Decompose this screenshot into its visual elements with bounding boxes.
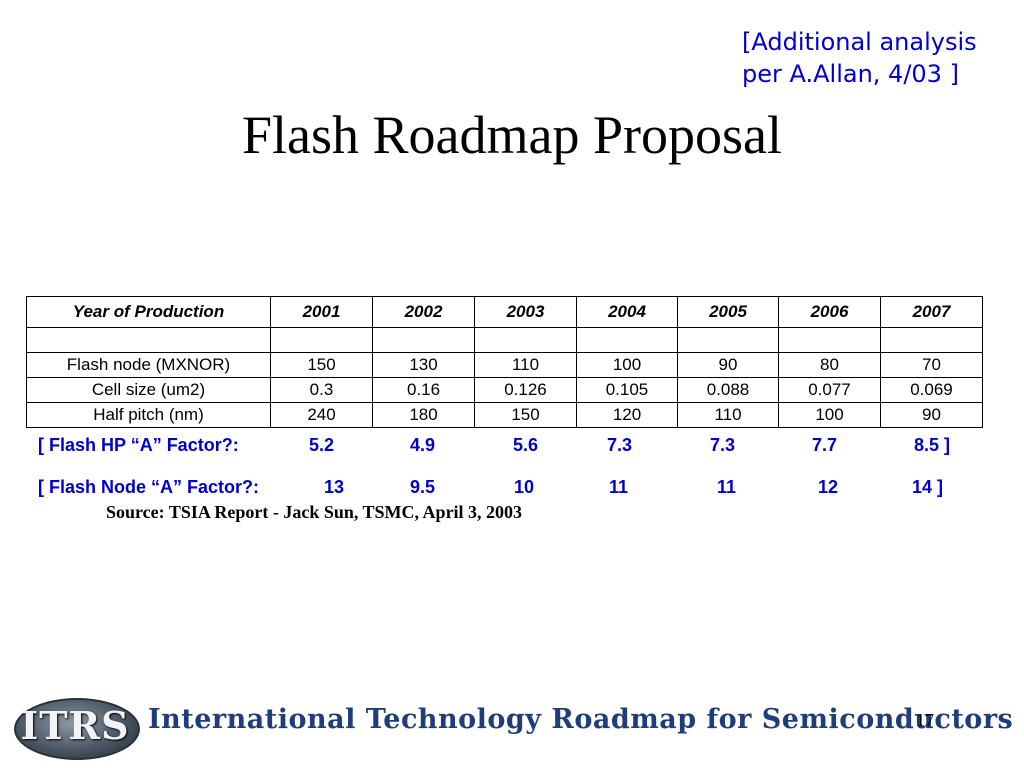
footer-title: International Technology Roadmap for Sem…	[148, 704, 1014, 735]
year-header: 2001	[270, 296, 373, 328]
factor-value: 10	[514, 477, 535, 497]
factor-label: [ Flash HP “A” Factor?:	[38, 435, 239, 455]
table-cell: 80	[778, 352, 881, 378]
factor-value: 14 ]	[912, 477, 944, 497]
hp-factor-row: [ Flash HP “A” Factor?: 5.2 4.9 5.6 7.3 …	[38, 435, 950, 624]
factor-value: 5.2	[309, 435, 335, 455]
table-cell: 180	[372, 402, 475, 428]
year-header: 2007	[880, 296, 983, 328]
factor-value: 8.5 ]	[914, 435, 951, 455]
row-label: Cell size (um2)	[26, 377, 271, 403]
roadmap-table: Year of Production 2001 2002 2003 2004 2…	[26, 296, 983, 428]
table-cell: 0.126	[474, 377, 577, 403]
table-cell: 90	[677, 352, 779, 378]
table-cell: 0.16	[372, 377, 475, 403]
factor-value: 11	[609, 477, 629, 497]
row-label: Flash node (MXNOR)	[26, 352, 271, 378]
table-cell: 0.088	[677, 377, 779, 403]
slide-title: Flash Roadmap Proposal	[242, 105, 782, 165]
factor-value: 7.3	[710, 435, 736, 455]
page-number: 17	[916, 710, 934, 730]
node-factor-row: [ Flash Node “A” Factor?: 13 9.5 10 11 1…	[38, 477, 943, 666]
table-cell: 90	[880, 402, 983, 428]
header-label: Year of Production	[26, 296, 271, 328]
factor-value: 5.6	[513, 435, 539, 455]
table-cell: 120	[576, 402, 678, 428]
table-cell: 0.105	[576, 377, 678, 403]
table-row: Flash node (MXNOR) 150 130 110 100 90 80…	[26, 352, 983, 378]
factor-value: 13	[324, 477, 345, 497]
table-cell: 110	[677, 402, 779, 428]
table-header-row: Year of Production 2001 2002 2003 2004 2…	[26, 296, 983, 328]
year-header: 2005	[677, 296, 779, 328]
table-cell: 70	[880, 352, 983, 378]
year-header: 2003	[474, 296, 577, 328]
table-row: Cell size (um2) 0.3 0.16 0.126 0.105 0.0…	[26, 377, 983, 403]
footer-bar: ITRS International Technology Roadmap fo…	[0, 690, 1024, 768]
table-cell: 100	[778, 402, 881, 428]
itrs-logo-text: ITRS	[20, 703, 130, 748]
year-header: 2004	[576, 296, 678, 328]
row-label: Half pitch (nm)	[26, 402, 271, 428]
table-cell: 150	[474, 402, 577, 428]
table-row: Half pitch (nm) 240 180 150 120 110 100 …	[26, 402, 983, 428]
source-citation: Source: TSIA Report - Jack Sun, TSMC, Ap…	[106, 502, 523, 522]
factor-value: 11	[717, 477, 737, 497]
table-cell: 150	[270, 352, 373, 378]
factor-value: 12	[818, 477, 839, 497]
factor-value: 9.5	[410, 477, 436, 497]
factor-value: 7.7	[812, 435, 838, 455]
factor-value: 7.3	[607, 435, 633, 455]
itrs-logo-icon	[14, 698, 140, 760]
factor-value: 4.9	[410, 435, 436, 455]
table-cell: 240	[270, 402, 373, 428]
table-cell: 0.3	[270, 377, 373, 403]
year-header: 2002	[372, 296, 475, 328]
table-cell: 100	[576, 352, 678, 378]
factor-label: [ Flash Node “A” Factor?:	[38, 477, 260, 497]
table-spacer-row	[26, 327, 983, 353]
year-header: 2006	[778, 296, 881, 328]
table-cell: 130	[372, 352, 475, 378]
table-cell: 110	[474, 352, 577, 378]
table-cell: 0.069	[880, 377, 983, 403]
table-cell: 0.077	[778, 377, 881, 403]
annotation-note: [Additional analysis per A.Allan, 4/03 ]	[742, 28, 977, 88]
